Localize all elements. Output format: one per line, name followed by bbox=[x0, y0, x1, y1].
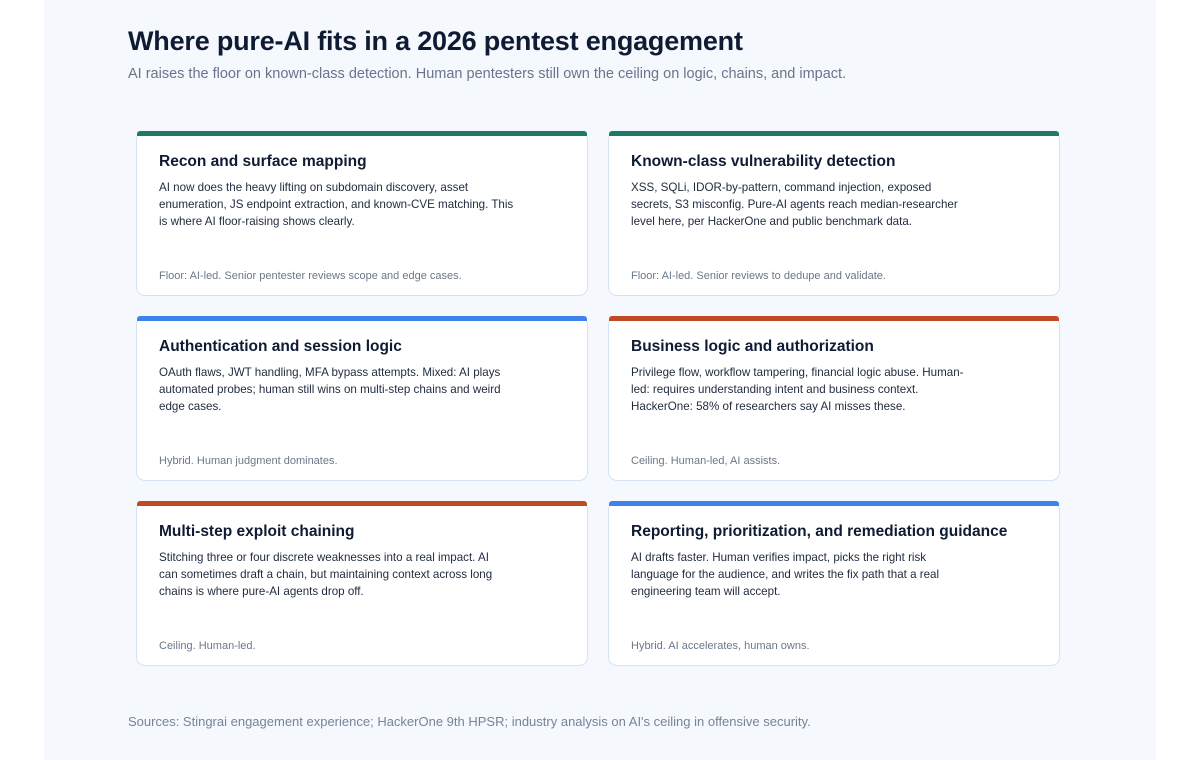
card-footer-note: Ceiling. Human-led. bbox=[159, 640, 256, 652]
card-accent-bar bbox=[137, 130, 587, 136]
card-description: OAuth flaws, JWT handling, MFA bypass at… bbox=[159, 366, 501, 413]
sources-note: Sources: Stingrai engagement experience;… bbox=[128, 714, 811, 729]
card-accent-bar bbox=[609, 315, 1059, 321]
card-footer-note: Hybrid. AI accelerates, human owns. bbox=[631, 640, 810, 652]
card-footer-note: Floor: AI-led. Senior pentester reviews … bbox=[159, 270, 462, 282]
page-subtitle: AI raises the floor on known-class detec… bbox=[128, 66, 847, 82]
card-footer-note: Floor: AI-led. Senior reviews to dedupe … bbox=[631, 270, 886, 282]
card-accent-bar bbox=[137, 500, 587, 506]
card-known-class-detection: Known-class vulnerability detection XSS,… bbox=[608, 130, 1060, 296]
card-title: Business logic and authorization bbox=[631, 338, 874, 355]
card-accent-bar bbox=[609, 130, 1059, 136]
card-description: Privilege flow, workflow tampering, fina… bbox=[631, 366, 964, 413]
card-footer-note: Hybrid. Human judgment dominates. bbox=[159, 455, 338, 467]
card-title: Recon and surface mapping bbox=[159, 153, 367, 170]
card-authentication-session-logic: Authentication and session logic OAuth f… bbox=[136, 315, 588, 481]
card-title: Reporting, prioritization, and remediati… bbox=[631, 523, 1008, 540]
card-description: Stitching three or four discrete weaknes… bbox=[159, 551, 493, 598]
card-description: AI now does the heavy lifting on subdoma… bbox=[159, 181, 514, 228]
card-recon-surface-mapping: Recon and surface mapping AI now does th… bbox=[136, 130, 588, 296]
page-title: Where pure-AI fits in a 2026 pentest eng… bbox=[128, 26, 743, 56]
card-title: Multi-step exploit chaining bbox=[159, 523, 355, 540]
card-description: XSS, SQLi, IDOR-by-pattern, command inje… bbox=[631, 181, 958, 228]
card-multi-step-exploit-chaining: Multi-step exploit chaining Stitching th… bbox=[136, 500, 588, 666]
card-title: Known-class vulnerability detection bbox=[631, 153, 896, 170]
card-reporting-remediation: Reporting, prioritization, and remediati… bbox=[608, 500, 1060, 666]
card-accent-bar bbox=[137, 315, 587, 321]
card-description: AI drafts faster. Human verifies impact,… bbox=[631, 551, 940, 598]
card-accent-bar bbox=[609, 500, 1059, 506]
card-title: Authentication and session logic bbox=[159, 338, 402, 355]
card-footer-note: Ceiling. Human-led, AI assists. bbox=[631, 455, 781, 467]
card-business-logic-authorization: Business logic and authorization Privile… bbox=[608, 315, 1060, 481]
